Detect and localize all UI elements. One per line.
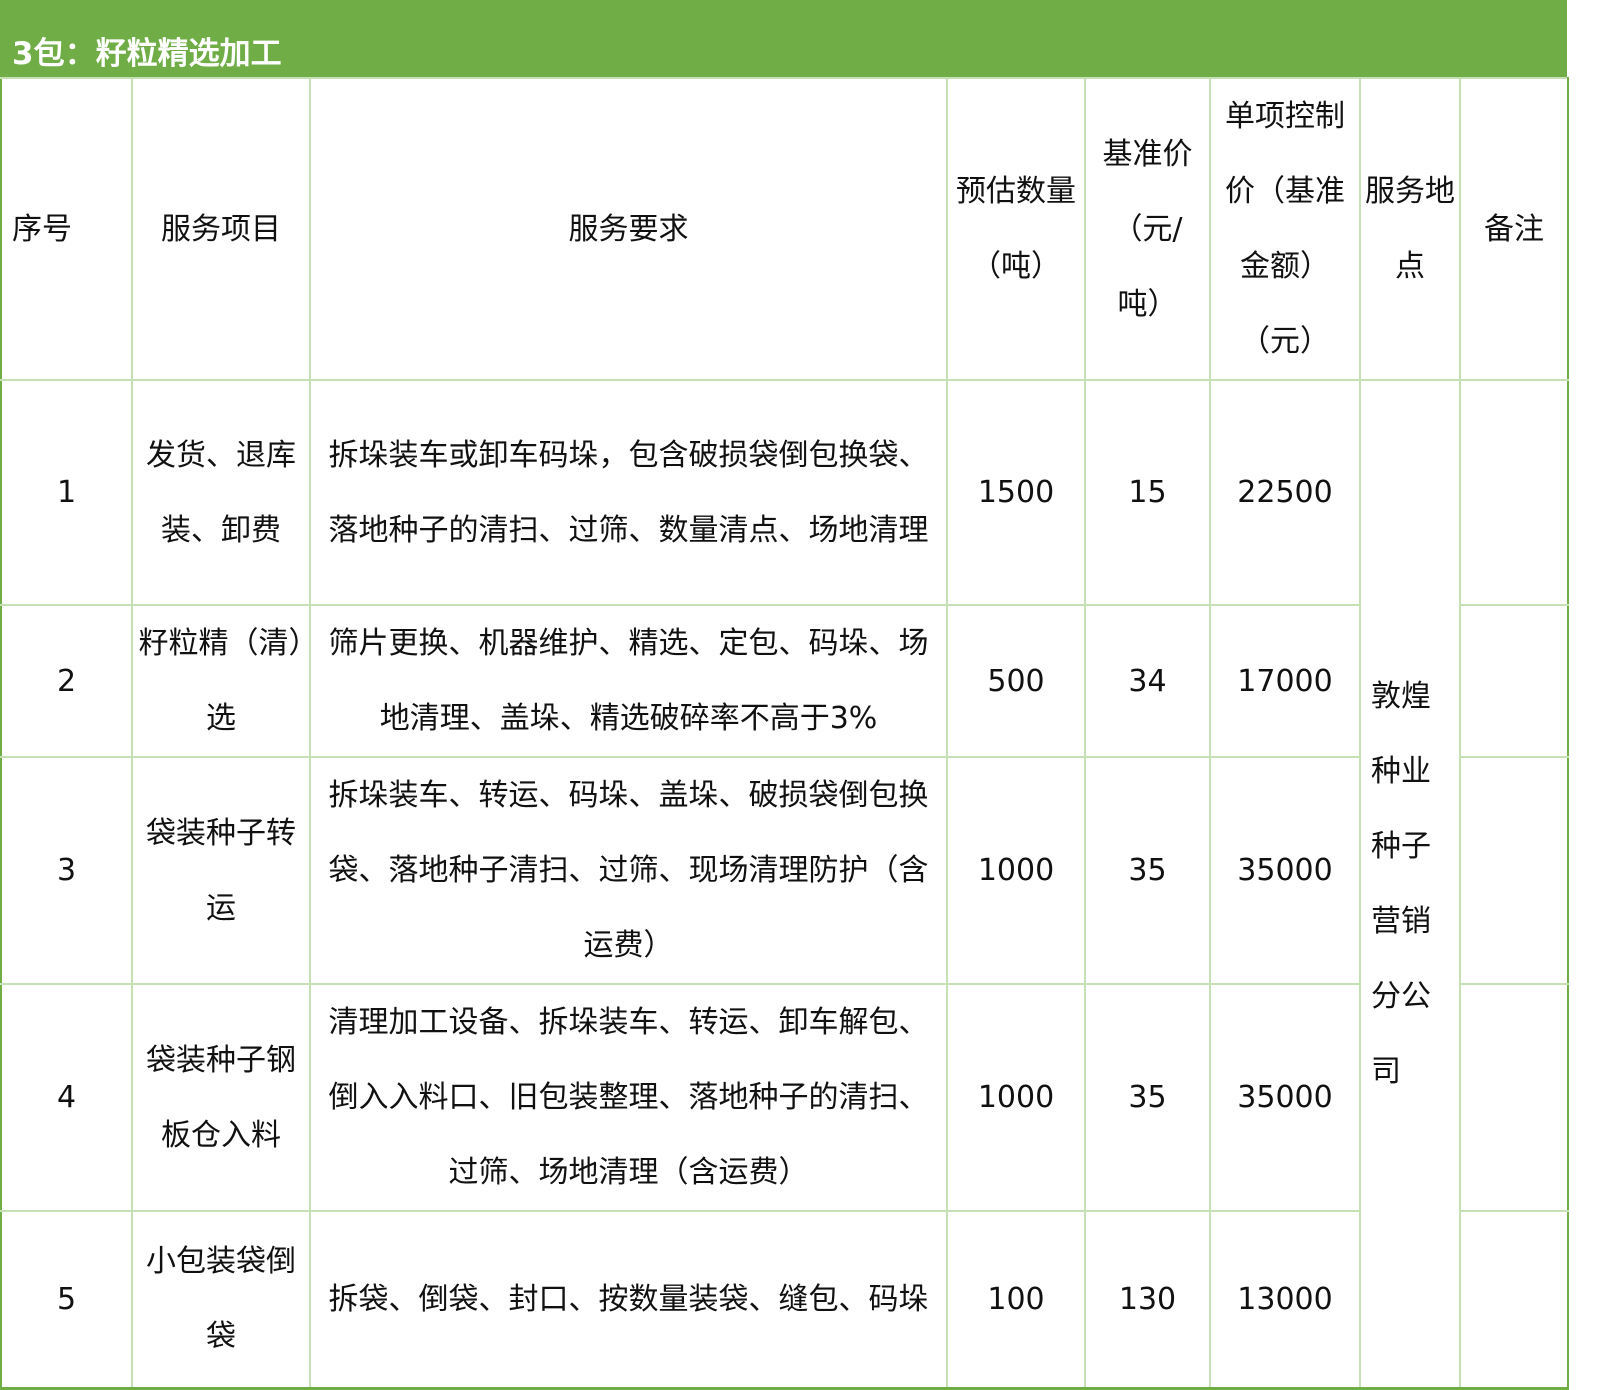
cell-total: 22500 xyxy=(1209,379,1361,606)
table-row: 1 发货、退库装、卸费 拆垛装车或卸车码垛，包含破损袋倒包换袋、落地种子的清扫、… xyxy=(0,379,1569,1390)
cell-requirement: 拆垛装车或卸车码垛，包含破损袋倒包换袋、落地种子的清扫、过筛、数量清点、场地清理 xyxy=(309,379,948,606)
cell-quantity: 1500 xyxy=(946,379,1086,606)
cell-item: 籽粒精（清）选 xyxy=(131,604,311,758)
cell-quantity: 100 xyxy=(946,1210,1086,1390)
header-total: 单项控制价（基准金额）（元） xyxy=(1209,77,1361,381)
cell-item: 袋装种子钢板仓入料 xyxy=(131,983,311,1212)
cell-item: 袋装种子转运 xyxy=(131,756,311,985)
cell-location: 敦煌种业种子营销分公司 xyxy=(1359,379,1461,1390)
cell-note xyxy=(1459,983,1569,1212)
table-row: 5 小包装袋倒袋 拆袋、倒袋、封口、按数量装袋、缝包、码垛 100 130 13… xyxy=(0,1210,1569,1390)
header-requirement: 服务要求 xyxy=(309,77,948,381)
cell-price: 15 xyxy=(1084,379,1211,606)
cell-no: 2 xyxy=(0,604,133,758)
section-title: 3包：籽粒精选加工 xyxy=(0,0,1567,77)
cell-requirement: 拆垛装车、转运、码垛、盖垛、破损袋倒包换袋、落地种子清扫、过筛、现场清理防护（含… xyxy=(309,756,948,985)
table-row: 4 袋装种子钢板仓入料 清理加工设备、拆垛装车、转运、卸车解包、倒入入料口、旧包… xyxy=(0,983,1569,1212)
header-note: 备注 xyxy=(1459,77,1569,381)
table-row: 3 袋装种子转运 拆垛装车、转运、码垛、盖垛、破损袋倒包换袋、落地种子清扫、过筛… xyxy=(0,756,1569,985)
header-item: 服务项目 xyxy=(131,77,311,381)
cell-no: 4 xyxy=(0,983,133,1212)
cell-total: 35000 xyxy=(1209,983,1361,1212)
header-no: 序号 xyxy=(0,77,133,381)
cell-requirement: 清理加工设备、拆垛装车、转运、卸车解包、倒入入料口、旧包装整理、落地种子的清扫、… xyxy=(309,983,948,1212)
cell-requirement: 筛片更换、机器维护、精选、定包、码垛、场地清理、盖垛、精选破碎率不高于3% xyxy=(309,604,948,758)
cell-quantity: 500 xyxy=(946,604,1086,758)
cell-item: 发货、退库装、卸费 xyxy=(131,379,311,606)
cell-price: 130 xyxy=(1084,1210,1211,1390)
header-quantity: 预估数量（吨） xyxy=(946,77,1086,381)
header-row: 序号 服务项目 服务要求 预估数量（吨） 基准价（元/吨） 单项控制价（基准金额… xyxy=(0,77,1569,381)
cell-no: 5 xyxy=(0,1210,133,1390)
header-location: 服务地点 xyxy=(1359,77,1461,381)
service-table: 序号 服务项目 服务要求 预估数量（吨） 基准价（元/吨） 单项控制价（基准金额… xyxy=(0,77,1569,1390)
cell-note xyxy=(1459,1210,1569,1390)
cell-no: 1 xyxy=(0,379,133,606)
cell-note xyxy=(1459,604,1569,758)
cell-price: 35 xyxy=(1084,756,1211,985)
cell-total: 13000 xyxy=(1209,1210,1361,1390)
cell-price: 35 xyxy=(1084,983,1211,1212)
cell-requirement: 拆袋、倒袋、封口、按数量装袋、缝包、码垛 xyxy=(309,1210,948,1390)
cell-total: 17000 xyxy=(1209,604,1361,758)
cell-price: 34 xyxy=(1084,604,1211,758)
cell-item: 小包装袋倒袋 xyxy=(131,1210,311,1390)
table-row: 2 籽粒精（清）选 筛片更换、机器维护、精选、定包、码垛、场地清理、盖垛、精选破… xyxy=(0,604,1569,758)
header-price: 基准价（元/吨） xyxy=(1084,77,1211,381)
cell-note xyxy=(1459,756,1569,985)
cell-total: 35000 xyxy=(1209,756,1361,985)
cell-quantity: 1000 xyxy=(946,983,1086,1212)
cell-note xyxy=(1459,379,1569,606)
cell-no: 3 xyxy=(0,756,133,985)
cell-quantity: 1000 xyxy=(946,756,1086,985)
